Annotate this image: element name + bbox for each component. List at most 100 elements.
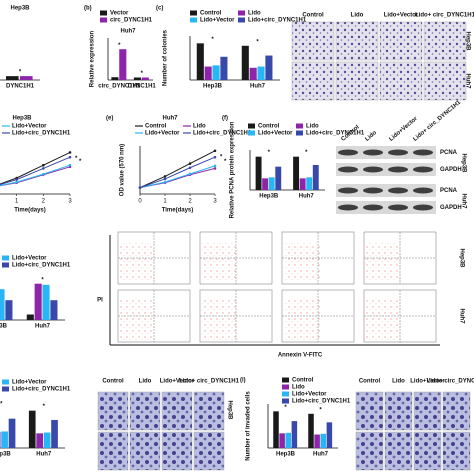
bar bbox=[34, 283, 42, 320]
legend-label: Lido+Vector bbox=[292, 392, 327, 398]
x-tick-label: DYNC1H1 bbox=[6, 84, 35, 90]
point bbox=[68, 155, 72, 159]
legend-label: Lido+Vector bbox=[258, 131, 293, 137]
legend-label: Lido+circ_DYNC1H1 bbox=[306, 131, 365, 137]
bar bbox=[312, 165, 319, 190]
line bbox=[0, 151, 71, 185]
bar bbox=[249, 67, 257, 80]
panel-label: (i) bbox=[240, 378, 246, 384]
blot-band bbox=[363, 149, 383, 156]
x-tick-label: 2 bbox=[42, 199, 46, 205]
row-label: Huh7 bbox=[460, 194, 466, 210]
flow-dots bbox=[366, 242, 402, 282]
blot-band bbox=[388, 166, 408, 173]
bar bbox=[133, 77, 141, 80]
bar bbox=[299, 178, 306, 190]
bar bbox=[268, 177, 275, 190]
bar bbox=[26, 314, 34, 320]
bar bbox=[212, 65, 220, 80]
chart-title: Hep3B bbox=[12, 116, 32, 122]
micrograph bbox=[161, 391, 193, 431]
legend-label: Lido bbox=[306, 124, 319, 130]
bar bbox=[28, 410, 36, 448]
flow-dots bbox=[120, 300, 156, 340]
flow-dots bbox=[366, 300, 402, 340]
band-label: GAPDH bbox=[440, 167, 462, 173]
micrograph bbox=[129, 391, 161, 431]
column-label: Lido+ circ_DYNC1H1 bbox=[179, 379, 240, 385]
legend-swatch bbox=[238, 17, 245, 23]
bar bbox=[0, 432, 1, 448]
legend-label: Lido+circ_DYNC1H1 bbox=[12, 263, 71, 269]
point bbox=[68, 151, 72, 154]
x-tick-label: Hep3B bbox=[276, 452, 296, 458]
bar bbox=[111, 77, 119, 80]
bar bbox=[50, 300, 58, 320]
column-label: Control bbox=[359, 379, 381, 385]
column-label: Lido+ circ_DYNC1H1 bbox=[415, 13, 474, 19]
column-label: Lido bbox=[351, 13, 364, 19]
point bbox=[213, 164, 217, 168]
legend-swatch bbox=[248, 130, 255, 136]
bar bbox=[275, 166, 282, 190]
point bbox=[15, 178, 18, 181]
legend-swatch bbox=[282, 384, 289, 390]
line bbox=[0, 156, 71, 186]
micrograph bbox=[129, 431, 161, 471]
micrograph bbox=[442, 391, 471, 431]
legend-swatch bbox=[296, 123, 303, 129]
bar bbox=[196, 43, 204, 80]
column-label: Control bbox=[302, 13, 324, 19]
significance-mark: * bbox=[75, 156, 78, 162]
bar bbox=[8, 418, 16, 448]
bar bbox=[273, 411, 279, 448]
bar bbox=[255, 156, 262, 190]
x-tick-label: Huh7 bbox=[35, 324, 51, 330]
point bbox=[163, 180, 167, 184]
legend-label: Lido+Vector bbox=[145, 131, 180, 137]
line bbox=[0, 166, 71, 187]
line bbox=[0, 164, 71, 187]
legend-swatch bbox=[282, 377, 289, 383]
x-tick-label: Huh7 bbox=[250, 84, 266, 90]
bar bbox=[308, 413, 314, 448]
column-label: Lido bbox=[139, 379, 152, 385]
legend-label: Vector bbox=[110, 11, 129, 17]
x-tick-label: Huh7 bbox=[313, 452, 329, 458]
bar bbox=[6, 76, 19, 80]
blot-strip bbox=[336, 146, 436, 159]
legend-swatch bbox=[248, 123, 255, 129]
bar bbox=[36, 433, 44, 448]
panel-label: (e) bbox=[106, 116, 113, 122]
legend-label: Lido bbox=[193, 124, 206, 130]
significance-mark: * bbox=[19, 70, 22, 76]
micrograph bbox=[97, 391, 129, 431]
point bbox=[163, 177, 167, 181]
point bbox=[188, 172, 192, 176]
legend-label: Lido bbox=[248, 11, 261, 17]
x-tick-label: Huh7 bbox=[36, 452, 52, 458]
bar bbox=[43, 432, 51, 448]
significance-mark: * bbox=[268, 150, 271, 156]
x-tick-label: Hep3B bbox=[259, 194, 279, 200]
micrograph bbox=[384, 391, 413, 431]
column-label: Lido+Vector bbox=[384, 13, 419, 19]
legend-label: circ_DYNC1H1 bbox=[110, 18, 153, 24]
legend-label: Lido+circ_DYNC1H1 bbox=[292, 399, 351, 405]
panel-label: (c) bbox=[156, 6, 163, 12]
x-tick-label: Hep3B bbox=[203, 84, 223, 90]
blot-strip bbox=[336, 163, 436, 176]
band-label: GAPDH bbox=[440, 205, 462, 211]
micrograph bbox=[355, 391, 384, 431]
micrograph bbox=[291, 21, 335, 61]
band-label: PCNA bbox=[440, 188, 458, 194]
micrograph bbox=[413, 391, 442, 431]
point bbox=[163, 175, 167, 178]
bar bbox=[285, 432, 292, 448]
point bbox=[213, 155, 217, 159]
chart-title: Huh7 bbox=[163, 116, 179, 122]
point bbox=[42, 163, 45, 167]
y-axis-label: Relative expression bbox=[90, 30, 96, 87]
legend-label: Lido bbox=[292, 385, 305, 391]
point bbox=[42, 172, 45, 176]
